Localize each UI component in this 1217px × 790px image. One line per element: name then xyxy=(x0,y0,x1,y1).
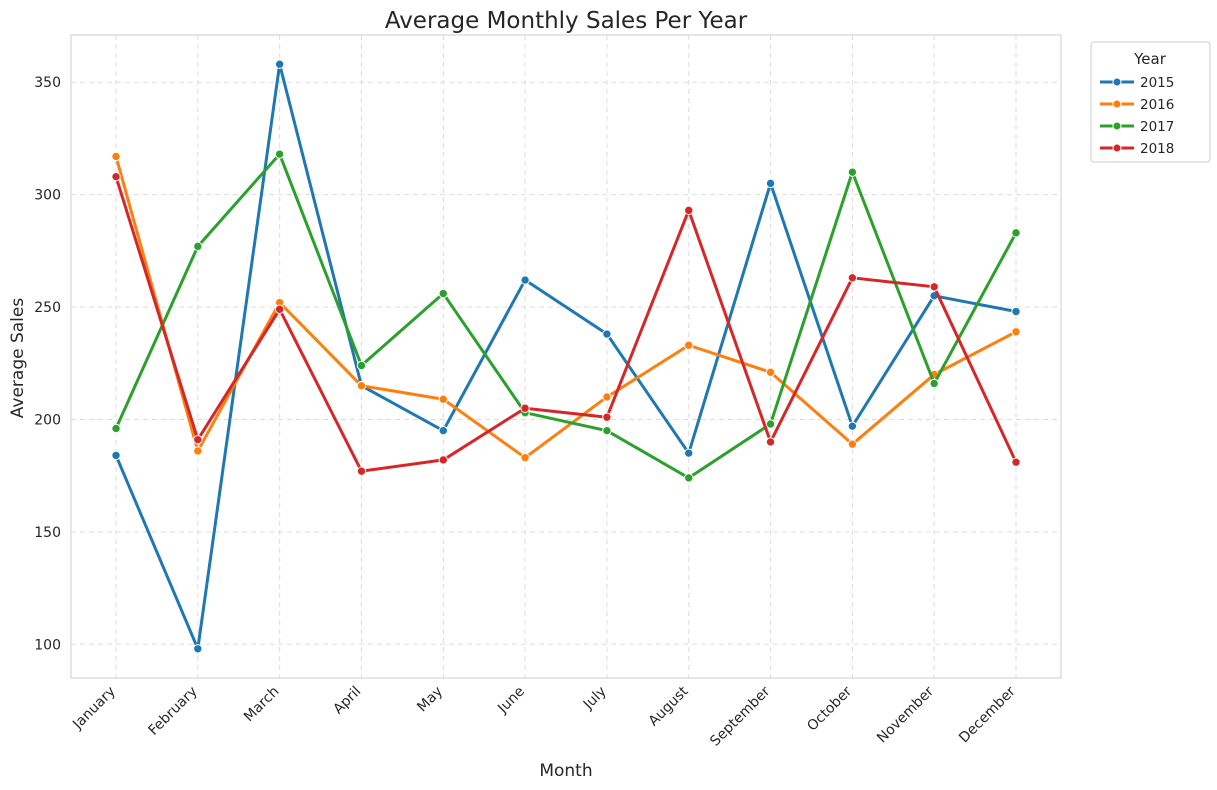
x-tick-label: May xyxy=(414,684,446,716)
data-point[interactable] xyxy=(274,59,285,69)
x-tick-label: February xyxy=(145,684,200,739)
y-tick-label: 350 xyxy=(34,75,61,91)
data-point[interactable] xyxy=(520,403,530,413)
legend[interactable]: Year 2015 2016 2017 2018 xyxy=(1090,41,1211,163)
data-point[interactable] xyxy=(438,288,448,299)
data-point[interactable] xyxy=(765,367,776,377)
data-point[interactable] xyxy=(356,360,367,371)
data-point[interactable] xyxy=(765,178,776,189)
data-point[interactable] xyxy=(274,149,285,159)
data-point[interactable] xyxy=(602,392,612,402)
series xyxy=(111,59,1021,654)
y-tick-label: 200 xyxy=(34,412,61,428)
series-2018 xyxy=(111,171,1021,476)
x-tick-label: April xyxy=(330,684,364,718)
legend-item-2017[interactable]: 2017 xyxy=(1100,119,1174,135)
data-point[interactable] xyxy=(111,450,121,461)
legend-label: 2016 xyxy=(1140,97,1174,113)
chart-title: Average Monthly Sales Per Year xyxy=(385,8,748,34)
data-point[interactable] xyxy=(520,275,530,285)
data-point[interactable] xyxy=(193,446,203,456)
x-tick-label: March xyxy=(241,684,282,725)
data-point[interactable] xyxy=(111,151,121,162)
data-point[interactable] xyxy=(1011,327,1021,337)
y-tick-label: 250 xyxy=(34,300,61,316)
x-axis: January February March April May June July Augu… xyxy=(69,683,1019,749)
x-tick-label: August xyxy=(646,683,692,729)
legend-swatch-marker xyxy=(1112,143,1122,153)
data-point[interactable] xyxy=(438,394,448,404)
data-point[interactable] xyxy=(929,282,939,292)
data-point[interactable] xyxy=(111,171,121,182)
legend-item-2015[interactable]: 2015 xyxy=(1100,75,1174,91)
x-tick-label: October xyxy=(804,683,855,734)
data-point[interactable] xyxy=(520,452,530,463)
x-tick-label: June xyxy=(494,684,528,718)
data-point[interactable] xyxy=(765,419,776,429)
data-point[interactable] xyxy=(847,167,858,177)
data-point[interactable] xyxy=(602,425,612,436)
data-point[interactable] xyxy=(274,304,285,314)
y-axis-title: Average Sales xyxy=(8,298,28,419)
series-2016 xyxy=(111,151,1021,463)
grid xyxy=(71,35,1061,678)
data-point[interactable] xyxy=(847,439,858,449)
data-point[interactable] xyxy=(438,455,448,465)
y-tick-label: 100 xyxy=(34,637,61,653)
data-point[interactable] xyxy=(847,421,858,431)
legend-title: Year xyxy=(1133,50,1167,68)
legend-swatch-marker xyxy=(1112,99,1122,109)
x-tick-label: January xyxy=(69,684,119,734)
series-line xyxy=(114,62,1017,651)
data-point[interactable] xyxy=(1011,228,1021,238)
series-2015 xyxy=(111,59,1021,654)
data-point[interactable] xyxy=(684,340,694,350)
x-tick-label: July xyxy=(580,684,610,714)
legend-label: 2017 xyxy=(1140,119,1174,135)
series-line xyxy=(114,156,1017,460)
data-point[interactable] xyxy=(193,644,203,654)
y-axis: 100 150 200 250 300 350 xyxy=(34,75,61,653)
data-point[interactable] xyxy=(356,381,367,391)
legend-item-2018[interactable]: 2018 xyxy=(1100,141,1174,157)
legend-swatch-marker xyxy=(1112,77,1122,87)
legend-box xyxy=(1090,41,1211,163)
series-line xyxy=(114,176,1018,473)
y-tick-label: 150 xyxy=(34,525,61,541)
data-point[interactable] xyxy=(356,466,367,476)
x-tick-label: December xyxy=(956,683,1019,746)
series-2017 xyxy=(111,149,1021,483)
x-axis-title: Month xyxy=(539,761,592,781)
legend-label: 2015 xyxy=(1140,75,1174,91)
x-tick-label: November xyxy=(874,683,937,746)
data-point[interactable] xyxy=(438,425,448,436)
data-point[interactable] xyxy=(847,273,858,283)
data-point[interactable] xyxy=(602,329,612,339)
data-point[interactable] xyxy=(602,412,612,422)
data-point[interactable] xyxy=(684,473,694,483)
data-point[interactable] xyxy=(111,423,121,434)
x-tick-label: September xyxy=(707,683,773,749)
data-point[interactable] xyxy=(1011,306,1021,317)
data-point[interactable] xyxy=(193,434,203,445)
data-point[interactable] xyxy=(193,241,203,252)
data-point[interactable] xyxy=(1011,457,1021,467)
plot-area xyxy=(70,34,1062,679)
data-point[interactable] xyxy=(929,378,939,389)
legend-swatch-marker xyxy=(1112,121,1122,131)
series-line xyxy=(114,152,1018,480)
data-point[interactable] xyxy=(684,448,694,458)
legend-item-2016[interactable]: 2016 xyxy=(1100,97,1174,113)
data-point[interactable] xyxy=(765,437,776,447)
data-point[interactable] xyxy=(684,205,694,216)
y-tick-label: 300 xyxy=(34,188,61,204)
legend-label: 2018 xyxy=(1140,141,1174,157)
